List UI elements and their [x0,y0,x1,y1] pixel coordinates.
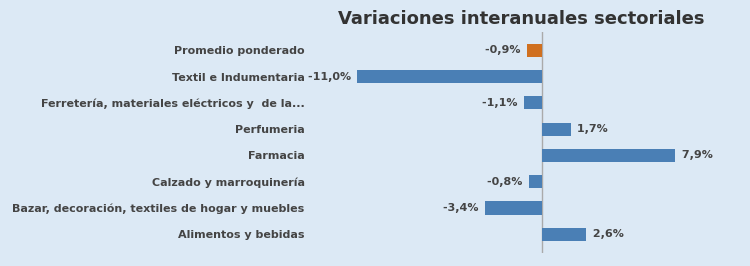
Bar [485,201,542,215]
Text: -0,9%: -0,9% [485,45,524,55]
Bar [357,70,542,83]
Text: -1,1%: -1,1% [482,98,521,108]
Bar [542,228,586,241]
Text: -0,8%: -0,8% [487,177,526,187]
Bar [527,44,542,57]
Text: -11,0%: -11,0% [308,72,355,82]
Bar [542,149,675,162]
Bar [524,96,542,109]
Text: 2,6%: 2,6% [589,229,623,239]
Text: -3,4%: -3,4% [443,203,482,213]
Text: 1,7%: 1,7% [574,124,608,134]
Title: Variaciones interanuales sectoriales: Variaciones interanuales sectoriales [338,10,704,28]
Bar [542,123,571,136]
Bar [529,175,542,188]
Text: 7,9%: 7,9% [678,151,712,160]
